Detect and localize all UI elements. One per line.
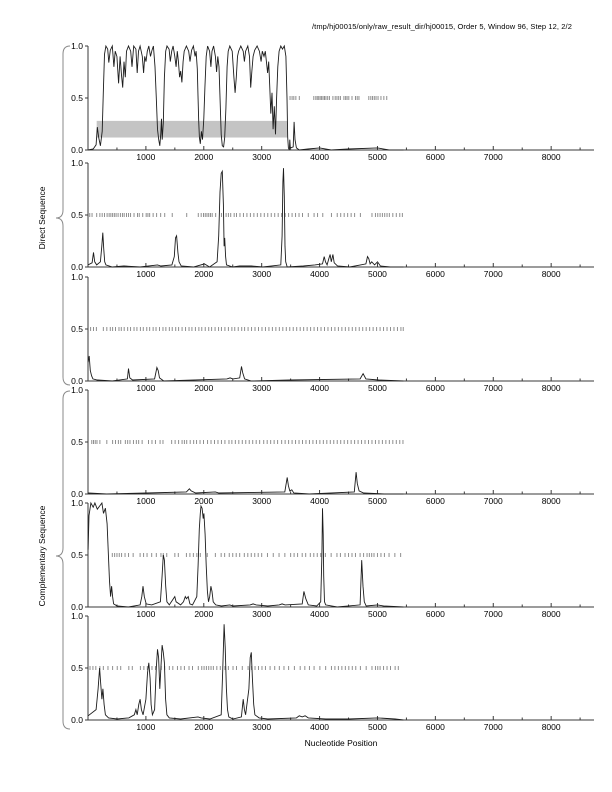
svg-text:8000: 8000: [542, 152, 561, 162]
svg-text:1000: 1000: [136, 383, 155, 393]
svg-text:1000: 1000: [136, 496, 155, 506]
svg-text:5000: 5000: [368, 152, 387, 162]
svg-text:3000: 3000: [252, 609, 271, 619]
svg-text:0.5: 0.5: [71, 663, 83, 673]
svg-text:1.0: 1.0: [71, 158, 83, 168]
svg-text:8000: 8000: [542, 269, 561, 279]
svg-text:6000: 6000: [426, 383, 445, 393]
svg-text:8000: 8000: [542, 383, 561, 393]
svg-text:1000: 1000: [136, 269, 155, 279]
svg-text:6000: 6000: [426, 152, 445, 162]
svg-text:7000: 7000: [484, 269, 503, 279]
page-title: /tmp/hj00015/only/raw_result_dir/hj00015…: [311, 22, 572, 31]
svg-text:5000: 5000: [368, 496, 387, 506]
svg-text:3000: 3000: [252, 269, 271, 279]
svg-text:1.0: 1.0: [71, 611, 83, 621]
svg-text:0.0: 0.0: [71, 602, 83, 612]
svg-text:2000: 2000: [194, 269, 213, 279]
svg-text:4000: 4000: [310, 609, 329, 619]
svg-text:3000: 3000: [252, 496, 271, 506]
svg-text:4000: 4000: [310, 383, 329, 393]
svg-text:3000: 3000: [252, 152, 271, 162]
svg-text:1000: 1000: [136, 152, 155, 162]
svg-text:2000: 2000: [194, 609, 213, 619]
svg-text:0.5: 0.5: [71, 437, 83, 447]
svg-text:8000: 8000: [542, 609, 561, 619]
svg-text:4000: 4000: [310, 152, 329, 162]
svg-text:1.0: 1.0: [71, 272, 83, 282]
svg-text:0.0: 0.0: [71, 145, 83, 155]
svg-text:7000: 7000: [484, 722, 503, 732]
svg-text:1000: 1000: [136, 722, 155, 732]
svg-text:0.5: 0.5: [71, 93, 83, 103]
svg-text:0.0: 0.0: [71, 376, 83, 386]
svg-text:7000: 7000: [484, 496, 503, 506]
svg-text:2000: 2000: [194, 383, 213, 393]
svg-text:5000: 5000: [368, 383, 387, 393]
svg-text:4000: 4000: [310, 269, 329, 279]
svg-text:8000: 8000: [542, 496, 561, 506]
svg-text:1000: 1000: [136, 609, 155, 619]
svg-text:2000: 2000: [194, 496, 213, 506]
svg-text:0.5: 0.5: [71, 210, 83, 220]
svg-text:6000: 6000: [426, 722, 445, 732]
svg-text:7000: 7000: [484, 609, 503, 619]
svg-text:6000: 6000: [426, 269, 445, 279]
svg-text:2000: 2000: [194, 722, 213, 732]
svg-text:5000: 5000: [368, 722, 387, 732]
svg-text:3000: 3000: [252, 722, 271, 732]
svg-text:1.0: 1.0: [71, 41, 83, 51]
svg-text:0.5: 0.5: [71, 324, 83, 334]
svg-text:5000: 5000: [368, 609, 387, 619]
x-axis-label: Nucleotide Position: [304, 738, 378, 748]
svg-text:7000: 7000: [484, 152, 503, 162]
svg-text:1.0: 1.0: [71, 498, 83, 508]
svg-text:8000: 8000: [542, 722, 561, 732]
svg-text:2000: 2000: [194, 152, 213, 162]
svg-text:4000: 4000: [310, 496, 329, 506]
svg-text:6000: 6000: [426, 609, 445, 619]
svg-text:1.0: 1.0: [71, 385, 83, 395]
svg-text:0.0: 0.0: [71, 489, 83, 499]
svg-text:4000: 4000: [310, 722, 329, 732]
svg-text:3000: 3000: [252, 383, 271, 393]
svg-text:0.5: 0.5: [71, 550, 83, 560]
svg-text:0.0: 0.0: [71, 262, 83, 272]
svg-text:5000: 5000: [368, 269, 387, 279]
svg-text:6000: 6000: [426, 496, 445, 506]
svg-text:7000: 7000: [484, 383, 503, 393]
svg-text:0.0: 0.0: [71, 715, 83, 725]
